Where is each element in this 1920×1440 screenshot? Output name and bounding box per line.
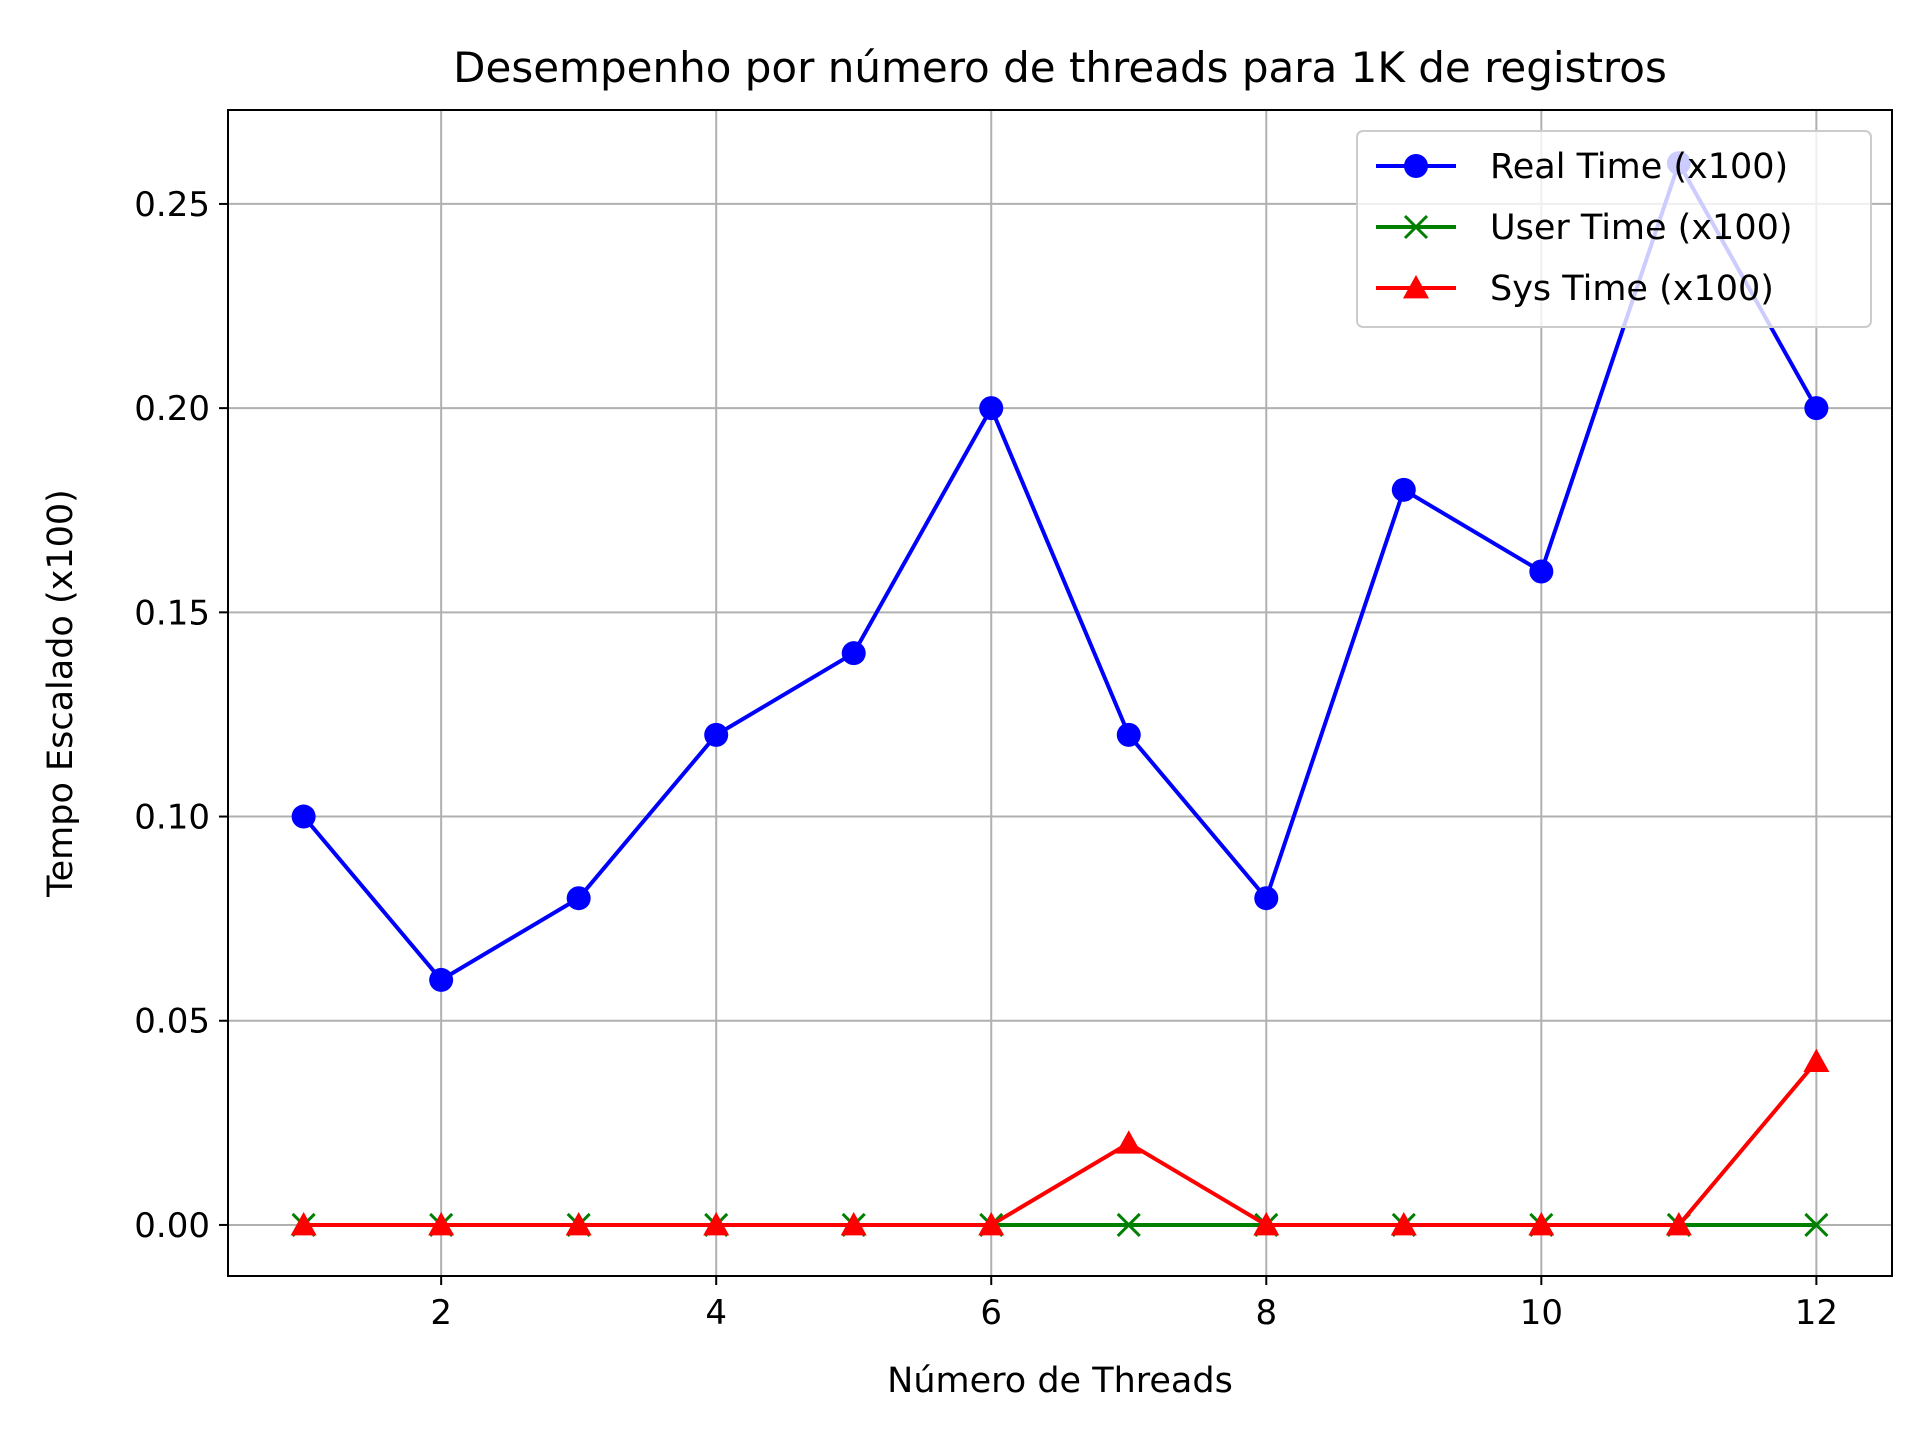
data-point	[1253, 1211, 1280, 1236]
y-axis-label: Tempo Escalado (x100)	[41, 489, 81, 898]
y-tick-label: 0.00	[134, 1206, 210, 1246]
legend-label: Sys Time (x100)	[1490, 269, 1774, 309]
data-point	[1804, 396, 1829, 421]
legend-label: User Time (x100)	[1490, 208, 1793, 248]
data-point	[841, 641, 866, 666]
legend-label: Real Time (x100)	[1490, 147, 1788, 187]
data-point	[566, 886, 591, 911]
x-tick-label: 8	[1255, 1293, 1277, 1333]
data-point	[429, 967, 454, 992]
marker-stroke	[1403, 214, 1429, 240]
data-point	[704, 722, 729, 747]
data-point	[1254, 886, 1279, 911]
data-point	[1116, 722, 1141, 747]
data-point	[1528, 1211, 1555, 1236]
x-tick-label: 6	[980, 1293, 1002, 1333]
data-point	[1116, 1212, 1141, 1238]
legend-box	[1356, 130, 1872, 328]
data-point	[290, 1211, 317, 1236]
data-point	[1115, 1130, 1142, 1154]
legend-entry: Real Time (x100)	[1376, 147, 1788, 187]
y-tick-label: 0.20	[134, 389, 210, 429]
series-triangle	[290, 1048, 1830, 1236]
x-tick-label: 10	[1520, 1293, 1563, 1333]
data-point	[840, 1211, 867, 1236]
data-point	[291, 804, 316, 829]
x-axis-label: Número de Threads	[887, 1361, 1233, 1401]
y-tick-label: 0.15	[134, 593, 210, 633]
marker-stroke	[1116, 1212, 1141, 1238]
x-tick-label: 12	[1795, 1293, 1838, 1333]
legend-entry: Sys Time (x100)	[1376, 269, 1774, 309]
chart-title: Desempenho por número de threads para 1K…	[453, 43, 1667, 92]
data-point	[703, 1211, 730, 1236]
series-line	[302, 161, 1819, 982]
x-tick-label: 2	[430, 1293, 452, 1333]
axis-ticks: 2 4 6 8 10 12 0.00 0.05 0.10 0.15 0.20 0.25	[134, 185, 1838, 1333]
data-point	[428, 1211, 455, 1236]
legend: Real Time (x100) User Time (x100) Sys Time…	[1356, 130, 1872, 328]
data-point	[1804, 1212, 1829, 1238]
plot-series	[290, 151, 1830, 1238]
x-tick-label: 4	[705, 1293, 727, 1333]
legend-marker	[1403, 275, 1429, 299]
series-line	[303, 1060, 1818, 1227]
grid	[228, 110, 1892, 1276]
data-point	[1529, 559, 1554, 584]
plot-frame	[227, 109, 1893, 1277]
y-tick-label: 0.10	[134, 798, 210, 838]
legend-marker	[1403, 214, 1429, 240]
legend-marker	[1404, 154, 1428, 178]
data-point	[979, 396, 1004, 421]
legend-entry: User Time (x100)	[1376, 208, 1793, 248]
data-point	[1665, 1211, 1692, 1236]
series-circle	[291, 151, 1829, 992]
y-tick-label: 0.05	[134, 1002, 210, 1042]
data-point	[978, 1211, 1005, 1236]
data-point	[1390, 1211, 1417, 1236]
marker-stroke	[1804, 1212, 1829, 1238]
y-tick-label: 0.25	[134, 185, 210, 225]
data-point	[1391, 477, 1416, 502]
data-point	[1803, 1048, 1830, 1072]
data-point	[565, 1211, 592, 1236]
